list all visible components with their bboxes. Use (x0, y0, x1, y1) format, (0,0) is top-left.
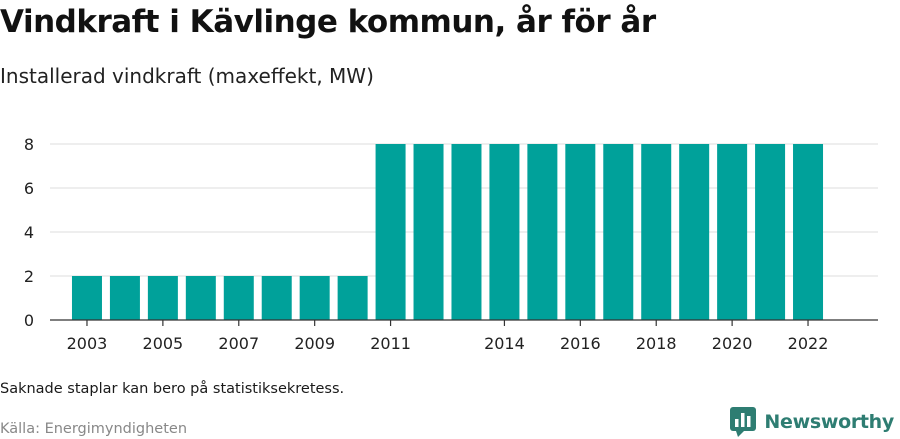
bar-chart: 0 2 4 6 8 2003 2005 2007 2009 2011 2014 2016 2018 202… (24, 135, 878, 353)
bar-2011 (375, 144, 406, 320)
y-tick-label: 8 (24, 135, 34, 154)
bar-2017 (603, 144, 634, 320)
bar-2012 (413, 144, 444, 320)
bar-2004 (109, 276, 140, 320)
bar-2016 (565, 144, 596, 320)
bar-2015 (527, 144, 558, 320)
bar-2019 (679, 144, 710, 320)
y-tick-label: 0 (24, 311, 34, 330)
bar-2021 (755, 144, 786, 320)
y-tick-label: 4 (24, 223, 34, 242)
x-tick-label: 2014 (484, 334, 525, 353)
x-tick-label: 2016 (560, 334, 601, 353)
y-tick-label: 6 (24, 179, 34, 198)
newsworthy-chart-logo-icon (730, 407, 757, 437)
brand-name: Newsworthy (764, 411, 894, 433)
y-tick-label: 2 (24, 267, 34, 286)
bar-2010 (337, 276, 368, 320)
bar-2007 (223, 276, 254, 320)
bar-2003 (71, 276, 102, 320)
x-tick-label: 2009 (294, 334, 335, 353)
bar-2018 (641, 144, 672, 320)
source-credit: Källa: Energimyndigheten (0, 421, 188, 437)
bar-2005 (147, 276, 178, 320)
bar-2009 (299, 276, 330, 320)
x-tick-label: 2018 (636, 334, 677, 353)
bar-2013 (451, 144, 482, 320)
footnote: Saknade staplar kan bero på statistiksek… (0, 381, 345, 397)
x-tick-label: 2020 (712, 334, 753, 353)
x-tick-label: 2007 (218, 334, 259, 353)
x-tick-label: 2003 (67, 334, 108, 353)
x-tick-label: 2022 (788, 334, 829, 353)
chart-subtitle: Installerad vindkraft (maxeffekt, MW) (0, 64, 374, 88)
x-tick-label: 2005 (143, 334, 184, 353)
bar-2022 (793, 144, 824, 320)
bar-2014 (489, 144, 520, 320)
x-tick-label: 2011 (370, 334, 411, 353)
bar-2020 (717, 144, 748, 320)
bar-2006 (185, 276, 216, 320)
brand-logo: Newsworthy (730, 407, 894, 437)
chart-title: Vindkraft i Kävlinge kommun, år för år (0, 4, 656, 40)
bar-2008 (261, 276, 292, 320)
